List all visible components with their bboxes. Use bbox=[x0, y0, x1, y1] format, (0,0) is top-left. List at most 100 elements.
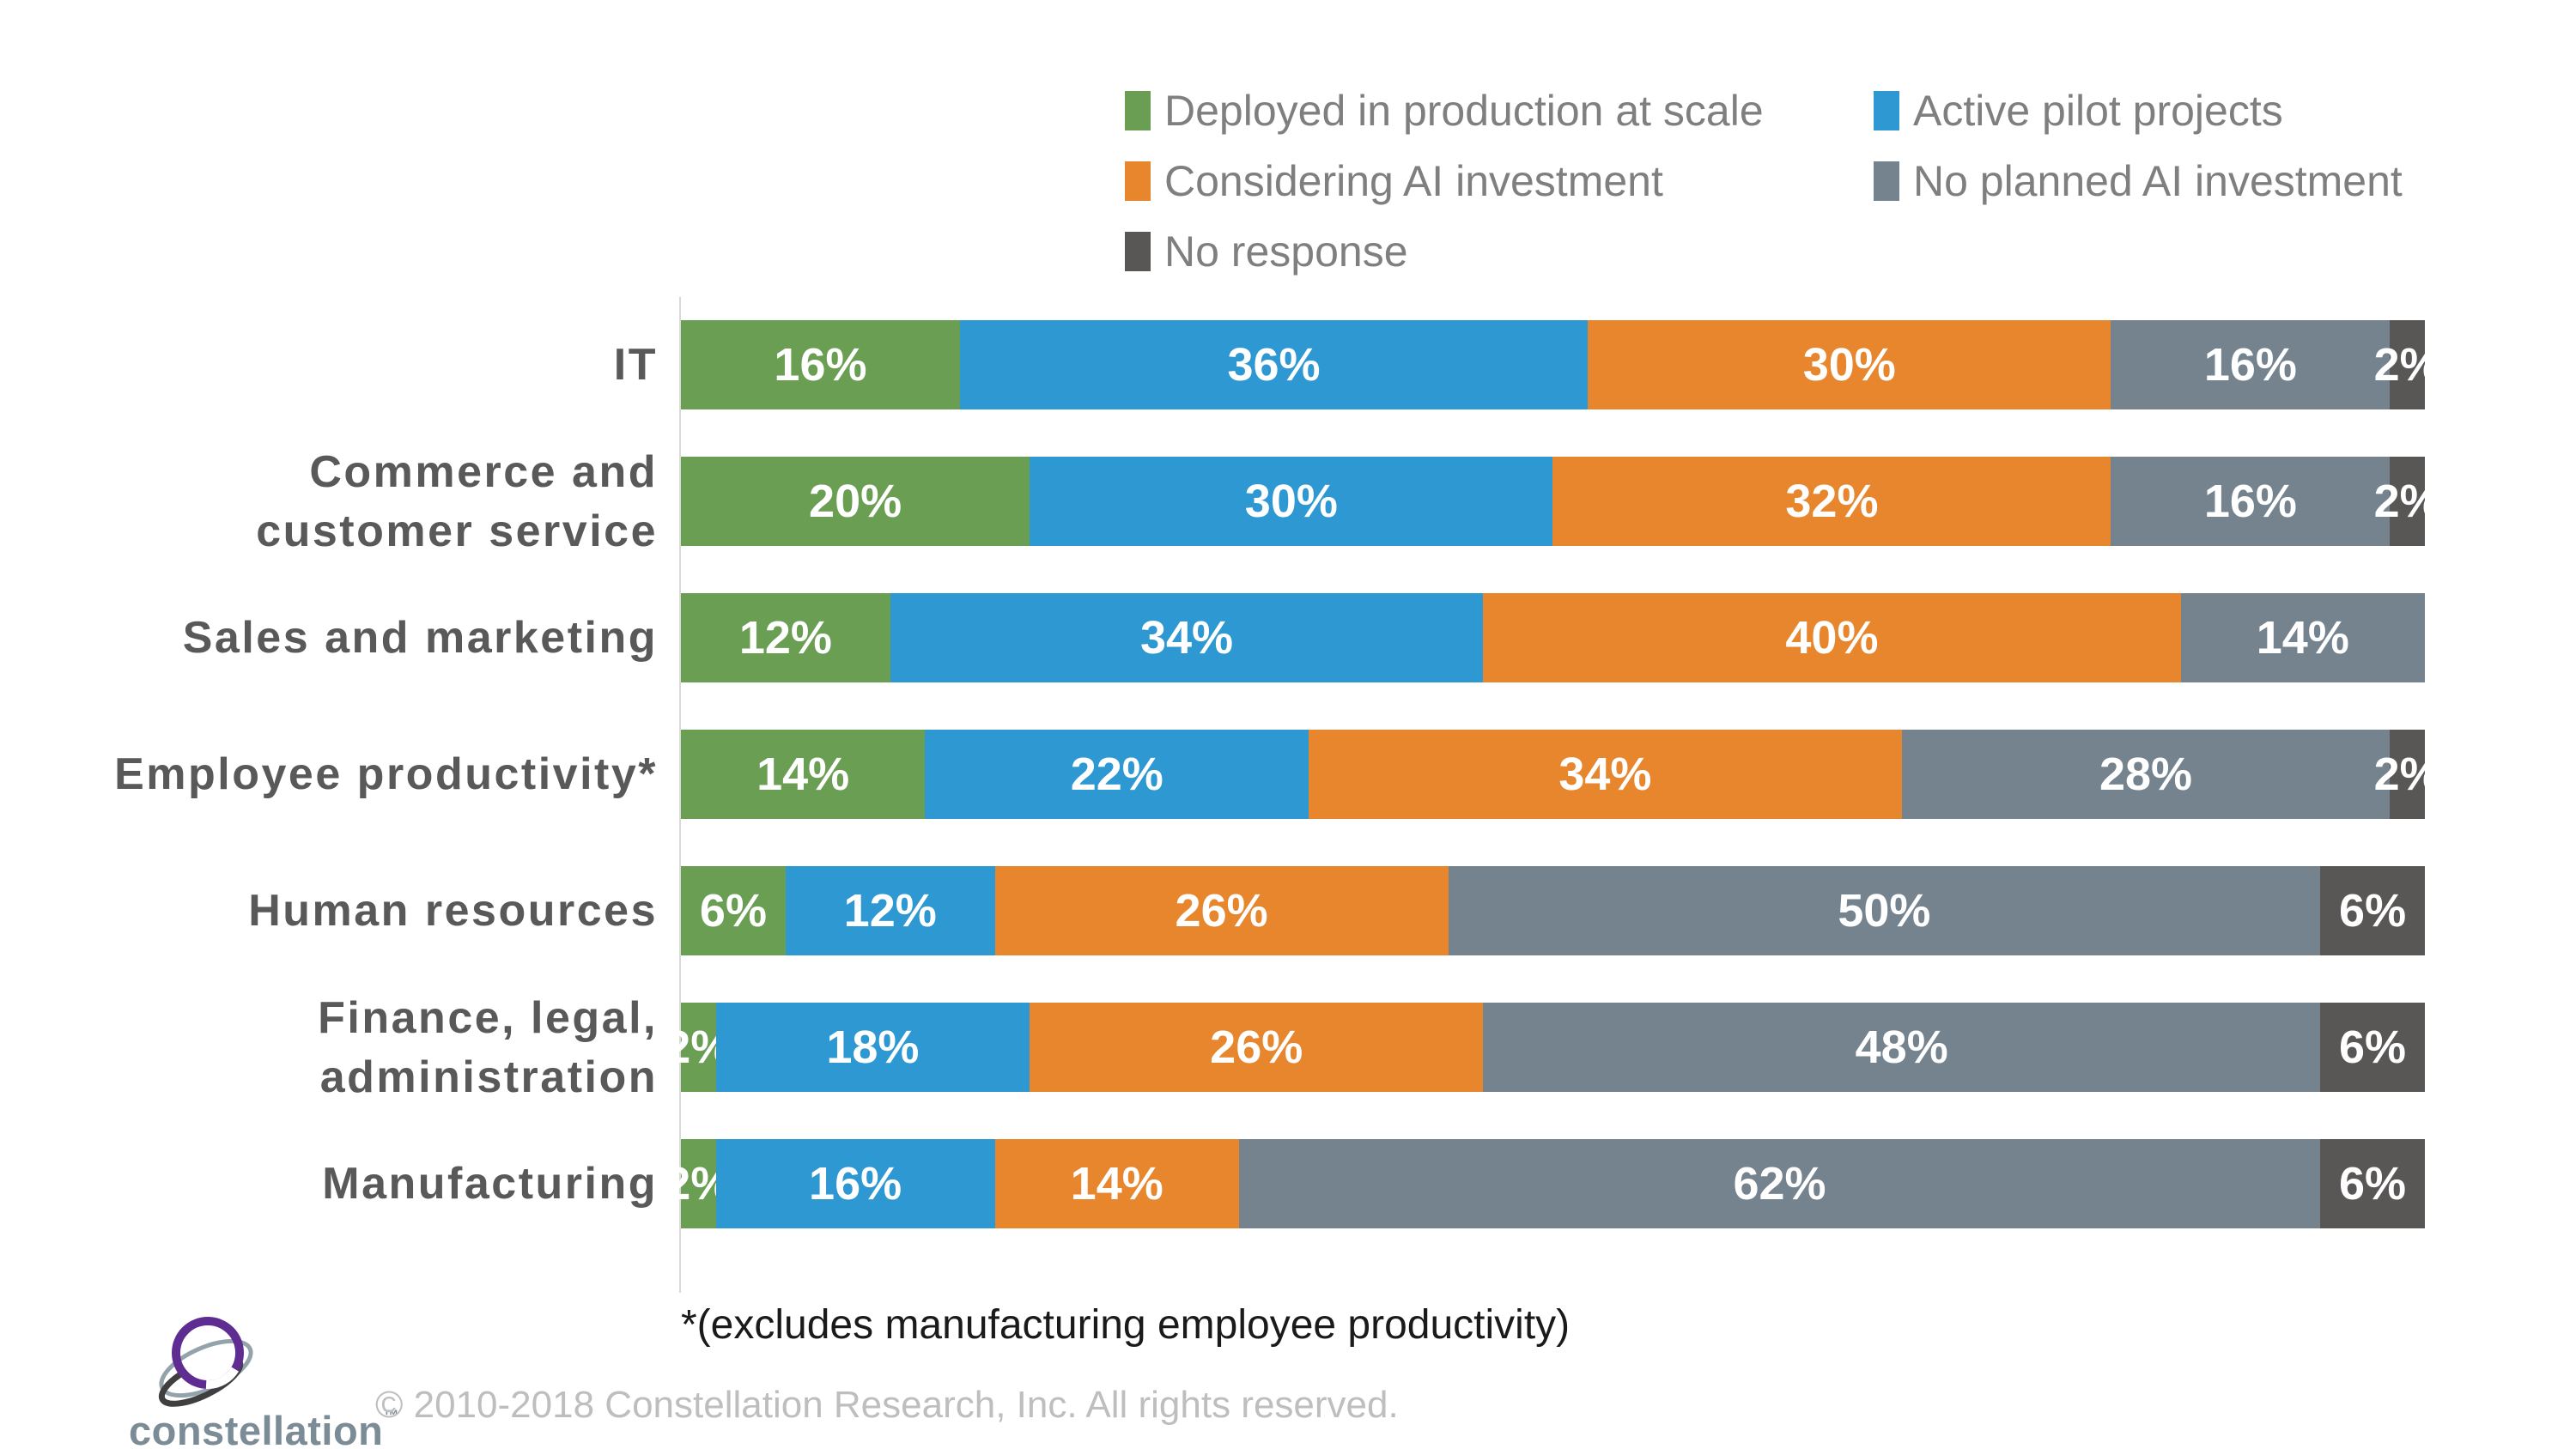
legend-item: No planned AI investment bbox=[1874, 146, 2403, 216]
bar-segment-label: 32% bbox=[1785, 476, 1879, 527]
bar-segment-label: 6% bbox=[2339, 885, 2407, 937]
category-label-line: Finance, legal, bbox=[318, 992, 658, 1043]
category-label: IT bbox=[0, 297, 658, 433]
bar-segment: 2% bbox=[665, 1139, 732, 1228]
constellation-logo: constellation™ RESEARCH bbox=[129, 1315, 399, 1449]
chart-row: 2% 16% 14% 62% 6% bbox=[665, 1116, 2425, 1252]
stacked-bar: 12% 34% 40% 14% bbox=[681, 593, 2425, 682]
bar-segment: 16% bbox=[681, 320, 960, 409]
legend-swatch-icon bbox=[1874, 161, 1899, 201]
bar-segment: 34% bbox=[890, 593, 1484, 682]
bar-segment: 16% bbox=[2111, 457, 2391, 546]
bar-segment: 12% bbox=[681, 593, 890, 682]
bar-segment-label: 12% bbox=[738, 612, 832, 664]
bar-segment: 6% bbox=[2320, 1003, 2425, 1092]
bar-segment: 18% bbox=[715, 1003, 1030, 1092]
bar-segment: 30% bbox=[1588, 320, 2111, 409]
bar-segment: 14% bbox=[2180, 593, 2425, 682]
bar-segment-label: 62% bbox=[1733, 1158, 1826, 1210]
bar-segment-label: 6% bbox=[699, 885, 767, 937]
category-label-line: Human resources bbox=[248, 886, 658, 937]
chart-row: 14% 22% 34% 28% 2% bbox=[681, 706, 2441, 843]
bar-segment: 12% bbox=[785, 866, 995, 955]
bar-segment-label: 14% bbox=[756, 749, 850, 800]
bar-segment-label: 16% bbox=[2203, 339, 2297, 391]
legend-item: Deployed in production at scale bbox=[1125, 76, 1874, 146]
bar-segment-label: 2% bbox=[2373, 749, 2441, 800]
bar-segment: 32% bbox=[1552, 457, 2111, 546]
chart-row: 2% 18% 26% 48% 6% bbox=[665, 979, 2425, 1116]
legend-label: No response bbox=[1164, 227, 1408, 276]
bar-segment-label: 14% bbox=[1070, 1158, 1163, 1210]
bar-segment-label: 34% bbox=[1558, 749, 1652, 800]
bar-segment-label: 26% bbox=[1175, 885, 1268, 937]
category-label: Commerce and customer service bbox=[0, 433, 658, 570]
legend-label: Considering AI investment bbox=[1164, 157, 1663, 205]
stacked-bar: 2% 18% 26% 48% 6% bbox=[665, 1003, 2425, 1092]
bar-segment-label: 28% bbox=[2099, 749, 2193, 800]
legend-swatch-icon bbox=[1874, 91, 1899, 130]
chart-legend: Deployed in production at scale Active pi… bbox=[1125, 76, 2403, 287]
bar-segment-label: 36% bbox=[1227, 339, 1321, 391]
bar-segment: 16% bbox=[715, 1139, 995, 1228]
bar-segment-label: 22% bbox=[1070, 749, 1163, 800]
stacked-bar: 16% 36% 30% 16% 2% bbox=[681, 320, 2441, 409]
y-axis-line bbox=[679, 297, 681, 1293]
category-label-line: Employee productivity* bbox=[114, 749, 658, 800]
legend-label: Active pilot projects bbox=[1913, 87, 2283, 135]
chart-row: 12% 34% 40% 14% bbox=[681, 570, 2425, 706]
bar-segment-label: 2% bbox=[2373, 476, 2441, 527]
bar-segment: 30% bbox=[1030, 457, 1553, 546]
bar-segment-label: 6% bbox=[2339, 1158, 2407, 1210]
bar-segment-label: 30% bbox=[1802, 339, 1896, 391]
bar-segment: 36% bbox=[959, 320, 1589, 409]
category-label-line: customer service bbox=[256, 506, 658, 556]
legend-label: No planned AI investment bbox=[1913, 157, 2403, 205]
bar-segment: 26% bbox=[994, 866, 1449, 955]
bar-segment-label: 48% bbox=[1855, 1022, 1948, 1073]
category-label: Finance, legal, administration bbox=[0, 979, 658, 1116]
legend-item: No response bbox=[1125, 216, 1874, 287]
bar-segment-label: 16% bbox=[2203, 476, 2297, 527]
bar-segment: 6% bbox=[681, 866, 786, 955]
bar-segment-label: 14% bbox=[2256, 612, 2349, 664]
bar-segment: 2% bbox=[2374, 730, 2441, 819]
bar-segment: 28% bbox=[1901, 730, 2391, 819]
category-label: Sales and marketing bbox=[0, 570, 658, 706]
chart-row: 20% 30% 32% 16% 2% bbox=[681, 433, 2441, 570]
logo-wordmark: constellation™ bbox=[129, 1407, 399, 1449]
bar-segment: 2% bbox=[665, 1003, 732, 1092]
bar-segment-label: 12% bbox=[843, 885, 937, 937]
category-label-line: administration bbox=[319, 1052, 658, 1102]
bar-segment-label: 20% bbox=[809, 476, 902, 527]
legend-swatch-icon bbox=[1125, 91, 1151, 130]
stacked-bar: 2% 16% 14% 62% 6% bbox=[665, 1139, 2425, 1228]
trademark-symbol: ™ bbox=[383, 1407, 399, 1424]
bar-segment-label: 26% bbox=[1210, 1022, 1303, 1073]
category-label-line: IT bbox=[613, 340, 658, 391]
legend-item: Active pilot projects bbox=[1874, 76, 2403, 146]
bar-segment: 48% bbox=[1483, 1003, 2321, 1092]
bar-segment-label: 40% bbox=[1785, 612, 1879, 664]
stacked-bar: 14% 22% 34% 28% 2% bbox=[681, 730, 2441, 819]
category-label: Human resources bbox=[0, 843, 658, 979]
chart-row: 16% 36% 30% 16% 2% bbox=[681, 297, 2441, 433]
category-label: Employee productivity* bbox=[0, 706, 658, 843]
category-label-line: Commerce and bbox=[309, 446, 658, 497]
category-label-line: Manufacturing bbox=[322, 1159, 658, 1210]
chart-footnote: *(excludes manufacturing employee produc… bbox=[681, 1302, 1571, 1348]
bar-segment-label: 2% bbox=[2373, 339, 2441, 391]
bar-segment: 50% bbox=[1448, 866, 2321, 955]
bar-segment: 16% bbox=[2111, 320, 2391, 409]
bar-segment: 2% bbox=[2374, 457, 2441, 546]
bar-segment: 62% bbox=[1238, 1139, 2321, 1228]
legend-item: Considering AI investment bbox=[1125, 146, 1874, 216]
category-label: Manufacturing bbox=[0, 1116, 658, 1252]
category-labels: IT Commerce and customer service Sales and … bbox=[0, 297, 658, 1252]
legend-label: Deployed in production at scale bbox=[1164, 87, 1764, 135]
bar-segment: 2% bbox=[2374, 320, 2441, 409]
bar-segment: 14% bbox=[994, 1139, 1239, 1228]
bar-segment: 6% bbox=[2320, 866, 2425, 955]
chart-row: 6% 12% 26% 50% 6% bbox=[681, 843, 2425, 979]
